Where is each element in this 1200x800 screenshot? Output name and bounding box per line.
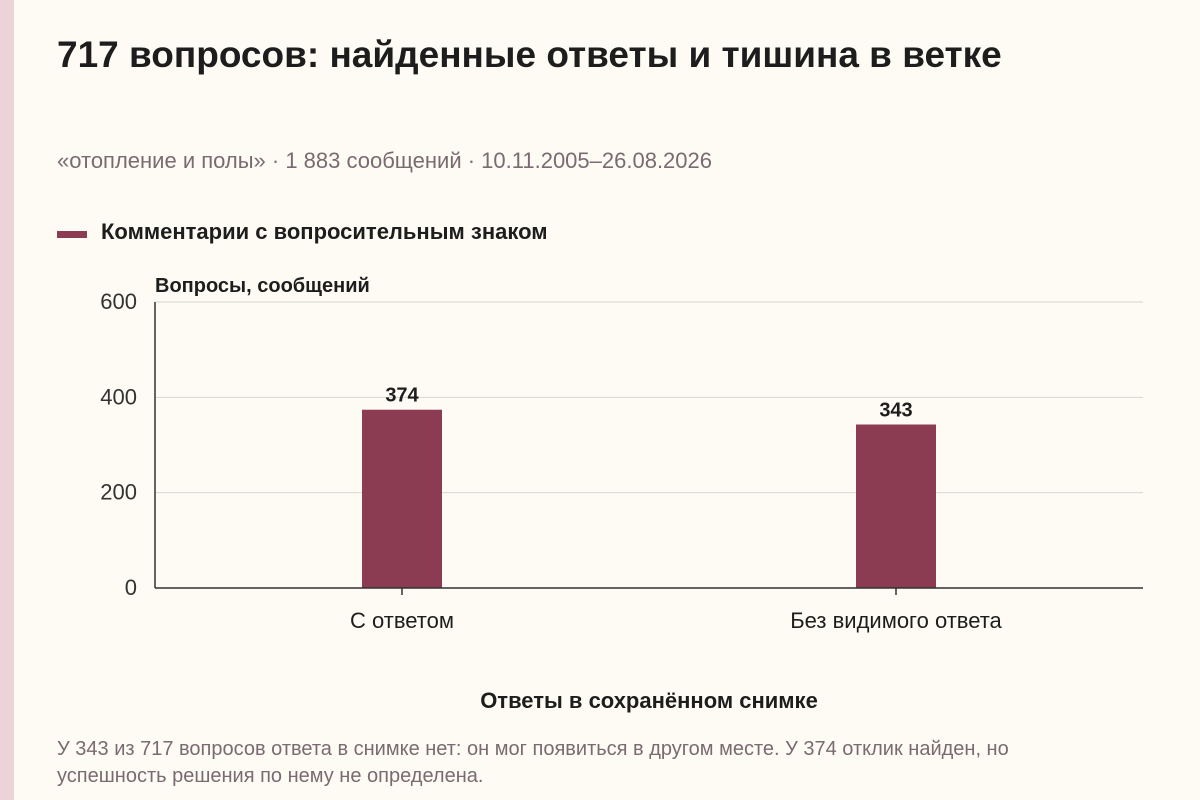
page-title: 717 вопросов: найденные ответы и тишина …: [57, 34, 1002, 75]
data-labels: 374 343: [385, 385, 912, 422]
legend-label: Комментарии с вопросительным знаком: [101, 219, 548, 244]
page-subtitle: «отопление и полы» · 1 883 сообщений · 1…: [57, 148, 712, 173]
x-tick-labels: С ответом Без видимого ответа: [350, 588, 1003, 633]
data-label: 343: [879, 400, 912, 422]
bar: [362, 409, 442, 588]
axes: [154, 302, 1143, 589]
legend: Комментарии с вопросительным знаком: [57, 219, 548, 245]
data-label: 374: [385, 385, 419, 407]
y-axis-title: Вопросы, сообщений: [155, 275, 370, 297]
y-tick-labels: 0 200 400 600: [100, 289, 137, 600]
y-tick-label: 0: [125, 575, 137, 600]
y-tick-label: 400: [100, 384, 137, 409]
x-tick-label: Без видимого ответа: [790, 608, 1002, 633]
legend-swatch: [57, 230, 87, 238]
bars: [362, 409, 936, 588]
x-axis-title: Ответы в сохранённом снимке: [480, 688, 818, 713]
x-tick-label: С ответом: [350, 608, 454, 633]
y-tick-label: 600: [100, 289, 137, 314]
y-tick-label: 200: [100, 480, 137, 505]
grid-lines: [155, 301, 1143, 494]
accent-strip: [0, 0, 14, 800]
bar: [856, 424, 936, 588]
footnote: У 343 из 717 вопросов ответа в снимке не…: [57, 738, 1009, 787]
